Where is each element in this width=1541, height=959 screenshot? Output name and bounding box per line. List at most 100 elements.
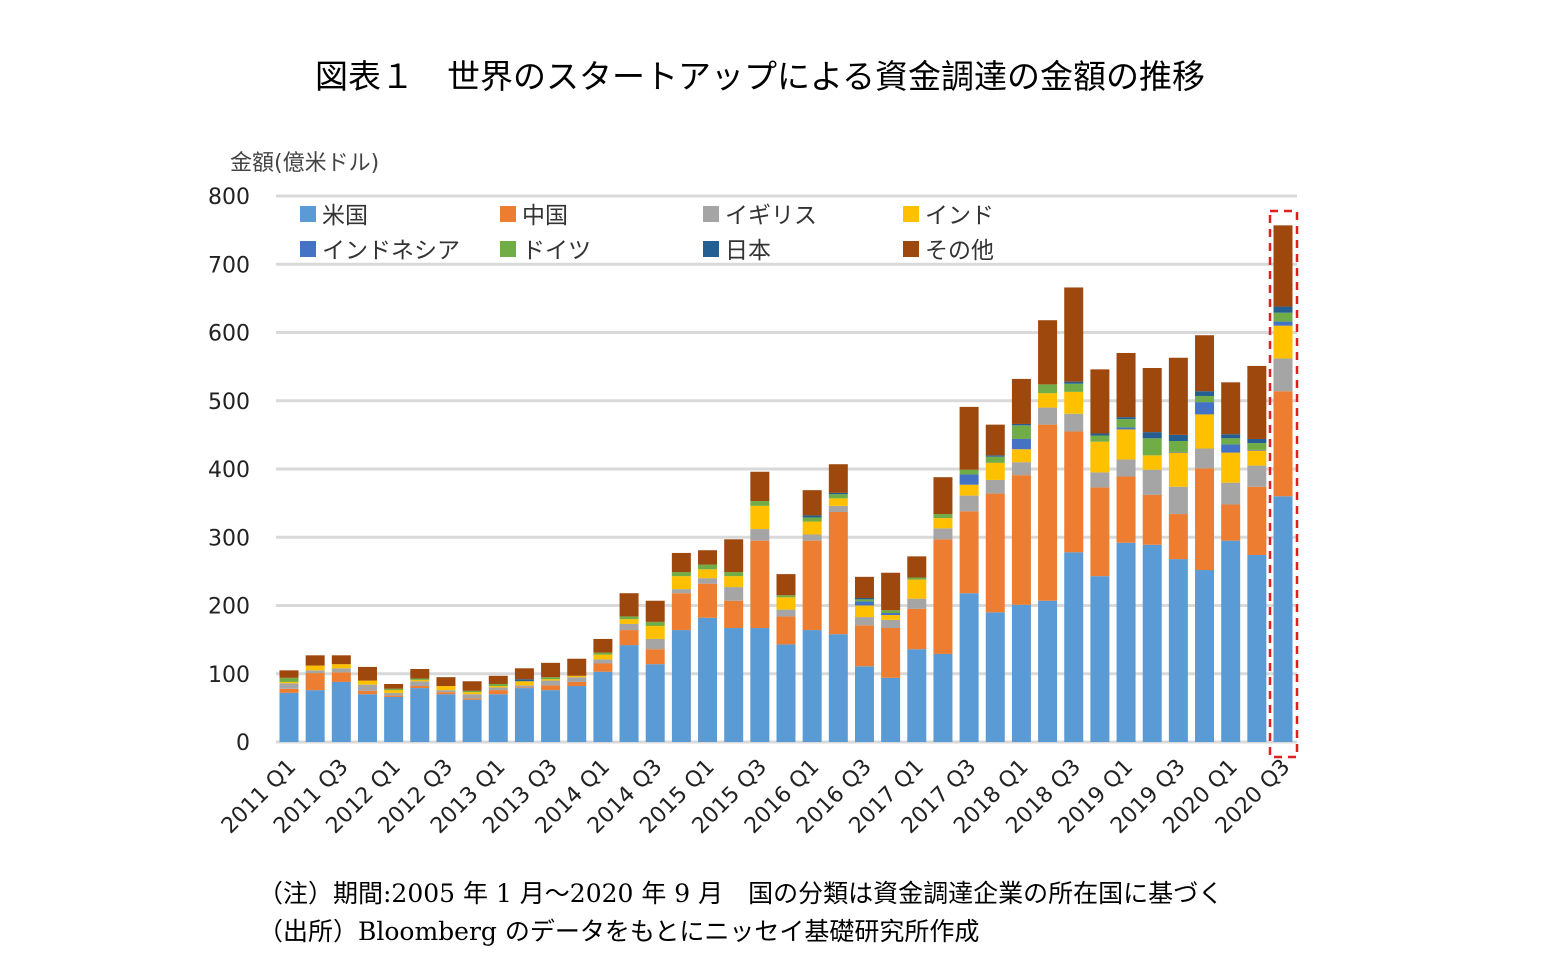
- bar-stack-2014-Q3: [645, 600, 665, 742]
- bar-segment-米国: [331, 681, 351, 742]
- bar-segment-ドイツ: [776, 595, 796, 598]
- bar-segment-米国: [1011, 604, 1031, 742]
- bar-segment-インド: [357, 680, 377, 685]
- bar-segment-中国: [1038, 424, 1058, 601]
- bar-segment-その他: [488, 675, 508, 684]
- bar-segment-中国: [436, 692, 456, 695]
- bar-segment-中国: [1221, 504, 1241, 541]
- y-tick-label: 100: [208, 663, 250, 688]
- bar-stack-2016-Q4: [881, 572, 901, 742]
- bar-segment-インド: [985, 462, 1005, 480]
- bar-segment-中国: [776, 616, 796, 645]
- bar-segment-中国: [750, 540, 770, 629]
- bar-segment-ドイツ: [907, 577, 927, 580]
- bar-segment-イギリス: [567, 677, 587, 682]
- bar-segment-インド: [802, 521, 822, 535]
- bar-segment-米国: [959, 593, 979, 742]
- bar-stack-2020-Q3: [1273, 225, 1293, 742]
- bar-stack-2017-Q2: [933, 477, 953, 742]
- bar-segment-インド: [619, 619, 639, 624]
- legend-swatch: [300, 241, 316, 257]
- bar-segment-イギリス: [985, 479, 1005, 494]
- legend-swatch: [903, 241, 919, 257]
- bar-segment-イギリス: [959, 495, 979, 512]
- bar-segment-日本: [828, 492, 848, 495]
- bar-stack-2019-Q4: [1195, 335, 1215, 742]
- bar-segment-その他: [541, 662, 561, 678]
- bar-segment-インド: [567, 675, 587, 678]
- bar-stack-2020-Q1: [1221, 382, 1241, 742]
- bar-segment-ドイツ: [828, 494, 848, 499]
- bar-segment-ドイツ: [933, 514, 953, 519]
- bar-segment-イギリス: [1273, 358, 1293, 392]
- bar-segment-日本: [1195, 391, 1215, 396]
- bar-segment-日本: [1116, 417, 1136, 420]
- bar-segment-その他: [828, 464, 848, 493]
- legend-label: イギリス: [725, 203, 817, 229]
- bar-segment-中国: [1090, 487, 1110, 577]
- bar-segment-米国: [567, 686, 587, 742]
- bar-segment-中国: [1064, 431, 1084, 553]
- bar-segment-米国: [462, 699, 482, 742]
- bar-stack-2011-Q3: [331, 655, 351, 742]
- bar-segment-米国: [1168, 559, 1188, 742]
- bar-segment-イギリス: [1247, 465, 1267, 487]
- bar-segment-その他: [384, 683, 404, 689]
- bar-segment-インドネシア: [1221, 444, 1241, 453]
- bar-segment-米国: [985, 612, 1005, 742]
- bar-segment-インド: [305, 665, 325, 671]
- bar-segment-ドイツ: [671, 572, 691, 577]
- bar-segment-米国: [907, 649, 927, 742]
- bar-segment-中国: [1168, 514, 1188, 560]
- bar-segment-その他: [305, 655, 325, 666]
- bar-segment-インド: [1116, 429, 1136, 460]
- bar-segment-米国: [1273, 496, 1293, 742]
- bar-segment-日本: [1011, 423, 1031, 426]
- bar-segment-イギリス: [619, 623, 639, 631]
- bar-segment-中国: [410, 686, 430, 689]
- bar-segment-日本: [1142, 432, 1162, 439]
- bar-segment-日本: [1064, 381, 1084, 384]
- legend-swatch: [500, 206, 516, 222]
- bar-segment-イギリス: [802, 534, 822, 541]
- bar-stack-2016-Q1: [802, 490, 822, 742]
- bar-stack-2018-Q3: [1064, 287, 1084, 742]
- bar-segment-その他: [1064, 287, 1084, 382]
- bar-segment-中国: [357, 690, 377, 695]
- bar-segment-米国: [410, 688, 430, 742]
- bar-segment-インド: [1011, 449, 1031, 463]
- bar-segment-中国: [907, 608, 927, 650]
- bar-segment-イギリス: [1221, 482, 1241, 505]
- legend-label: ドイツ: [522, 238, 591, 264]
- bar-segment-インド: [1195, 414, 1215, 449]
- bar-segment-中国: [724, 600, 744, 629]
- bar-segment-インド: [541, 679, 561, 681]
- bar-segment-中国: [279, 688, 299, 693]
- bar-stack-2012-Q1: [384, 683, 404, 742]
- bar-segment-その他: [1038, 320, 1058, 385]
- bar-stack-2012-Q2: [410, 668, 430, 742]
- bar-segment-インド: [436, 686, 456, 691]
- bar-segment-中国: [567, 681, 587, 687]
- bar-segment-その他: [567, 658, 587, 676]
- bar-segment-イギリス: [1168, 486, 1188, 515]
- bar-stack-2017-Q1: [907, 556, 927, 742]
- legend-swatch: [300, 206, 316, 222]
- bar-segment-中国: [671, 593, 691, 631]
- note-period: （注）期間:2005 年 1 月～2020 年 9 月 国の分類は資金調達企業の…: [258, 879, 1223, 908]
- bar-segment-イギリス: [593, 659, 613, 664]
- bar-segment-その他: [854, 576, 874, 598]
- bar-stack-2012-Q3: [436, 677, 456, 742]
- bar-segment-中国: [488, 690, 508, 695]
- bar-segment-日本: [985, 455, 1005, 457]
- bar-segment-中国: [305, 673, 325, 691]
- bar-segment-その他: [671, 552, 691, 573]
- bar-segment-ドイツ: [645, 621, 665, 626]
- bar-segment-イギリス: [305, 670, 325, 674]
- bar-segment-インド: [959, 484, 979, 496]
- bar-segment-その他: [776, 574, 796, 596]
- bar-segment-米国: [698, 617, 718, 742]
- bar-segment-ドイツ: [410, 678, 430, 680]
- y-tick-label: 400: [208, 458, 250, 483]
- bar-segment-米国: [593, 671, 613, 742]
